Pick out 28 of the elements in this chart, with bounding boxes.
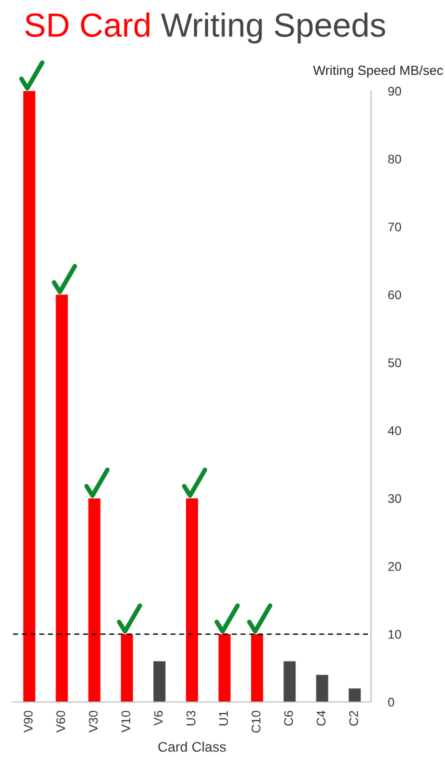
y-tick-label: 60 [388,290,402,300]
x-tick-label: C10 [252,710,260,733]
x-tick-label: C4 [316,710,326,726]
y-tick-label: 70 [388,222,402,232]
x-tick-label: U1 [219,710,228,726]
chart-title: SD Card Writing Speeds [25,12,386,44]
x-tick-label: U3 [186,710,196,726]
bar [284,661,296,702]
y-tick-label: 10 [388,630,402,639]
x-tick-label: V60 [56,710,66,733]
bar [348,688,361,702]
y-tick-label: 20 [388,562,402,571]
x-axis-title: Card Class [158,742,226,752]
x-tick-label: V30 [88,710,98,733]
bar [153,661,166,702]
y-tick-label: 30 [388,494,402,503]
y-axis-title: Writing Speed MB/sec [313,65,443,78]
x-tick-label: C6 [284,710,293,726]
y-tick-label: 40 [388,426,402,436]
x-tick-label: C2 [349,710,358,726]
x-tick-label: V10 [121,710,130,733]
y-tick-label: 50 [388,358,402,368]
y-tick-label: 0 [388,698,394,707]
y-tick-label: 80 [388,154,402,164]
x-tick-label: V6 [154,710,163,726]
x-tick-label: V90 [24,710,33,733]
bar [316,674,328,702]
y-tick-label: 90 [388,86,402,96]
